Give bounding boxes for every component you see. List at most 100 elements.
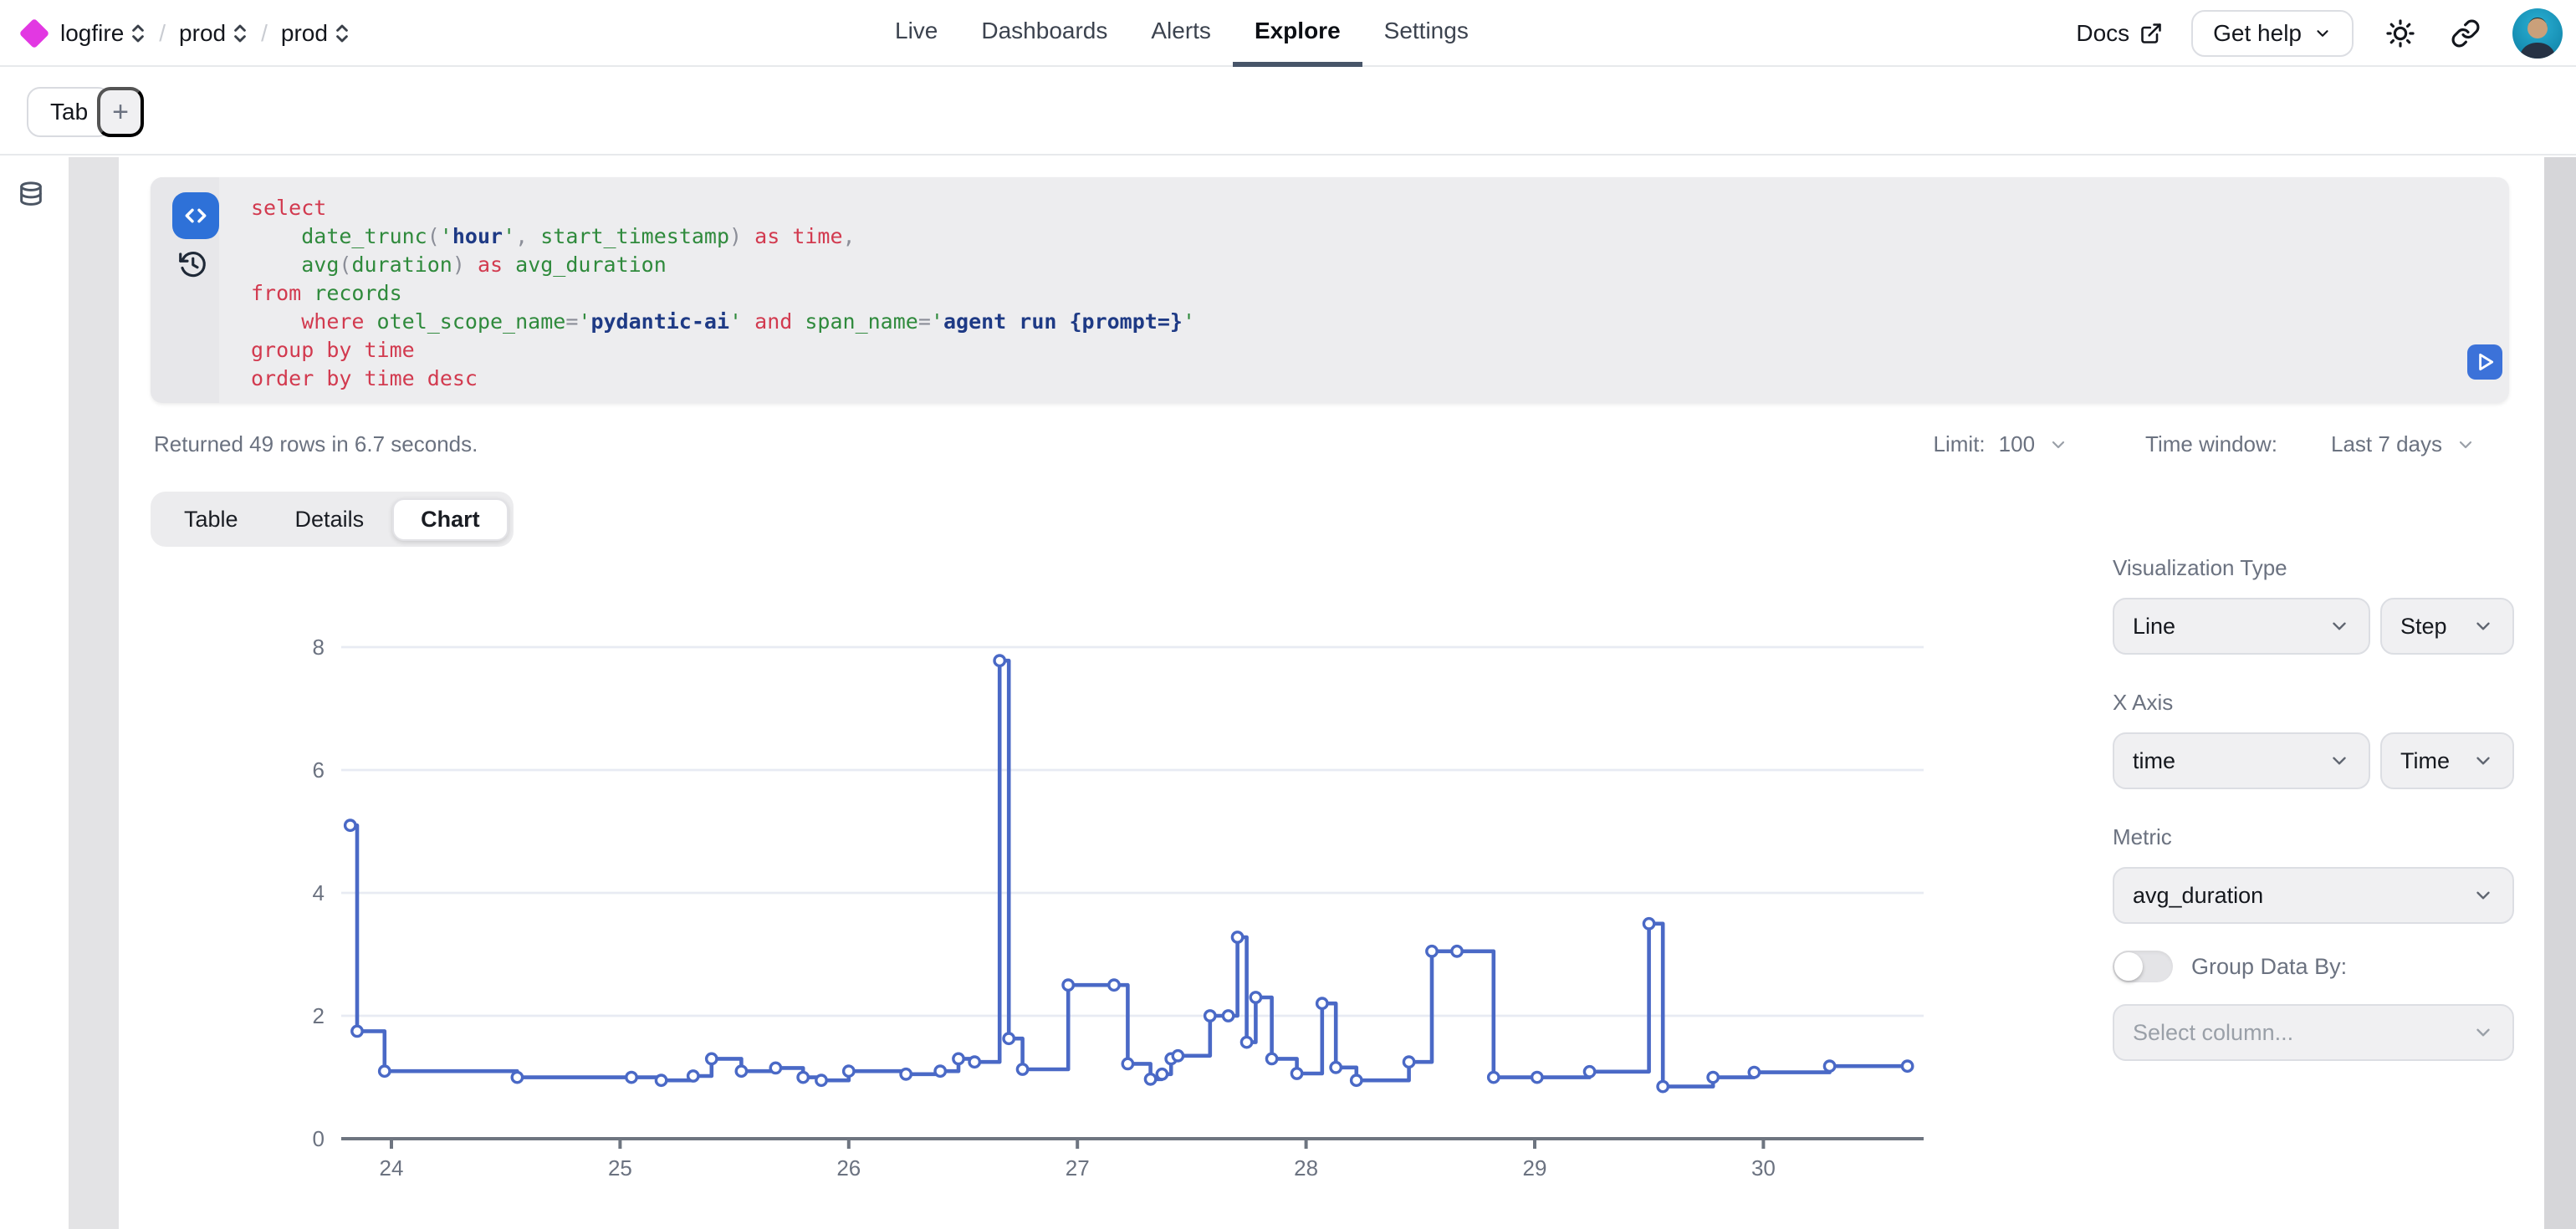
topbar-actions: Docs Get help <box>2076 0 2563 67</box>
chevron-down-icon <box>2476 1028 2490 1037</box>
group-by-toggle[interactable] <box>2113 951 2173 982</box>
chart-data-point <box>343 818 357 833</box>
database-icon <box>20 181 42 206</box>
sql-line: group by time <box>251 338 415 362</box>
viz-style-value: Step <box>2400 613 2447 639</box>
breadcrumb-label: prod <box>280 20 328 46</box>
chart-data-point <box>1706 1070 1720 1084</box>
nav-item-live[interactable]: Live <box>895 18 938 43</box>
limit-select[interactable]: Limit: 100 <box>1934 431 2069 457</box>
group-by-placeholder: Select column... <box>2133 1019 2294 1045</box>
chart-data-point <box>1143 1072 1158 1086</box>
y-tick-label-6: 6 <box>313 757 325 783</box>
nav-item-alerts[interactable]: Alerts <box>1151 18 1211 43</box>
chart-data-point <box>1171 1048 1185 1063</box>
docs-link[interactable]: Docs <box>2076 20 2163 47</box>
view-tabs: Table Details Chart <box>151 492 514 547</box>
chart-data-point <box>1230 931 1245 944</box>
y-tick-label-0: 0 <box>313 1126 325 1151</box>
group-by-column-select[interactable]: Select column... <box>2113 1004 2514 1061</box>
share-link-button[interactable] <box>2447 15 2484 52</box>
play-icon <box>2479 353 2494 371</box>
up-down-chevrons-icon <box>336 24 348 43</box>
chart-data-point <box>704 1052 718 1066</box>
view-tab-chart[interactable]: Chart <box>392 497 509 541</box>
time-window-select[interactable]: Time window: Last 7 days <box>2145 431 2476 457</box>
x-axis-column-select[interactable]: time <box>2113 732 2370 789</box>
query-options: Limit: 100 Time window: Last 7 days <box>1934 431 2476 457</box>
breadcrumb-label: prod <box>179 20 227 46</box>
metric-value: avg_duration <box>2133 882 2264 908</box>
sql-query-text[interactable]: select date_trunc('hour', start_timestam… <box>251 194 1195 393</box>
chevron-down-icon <box>2476 757 2490 765</box>
panel-divider[interactable] <box>69 157 119 1229</box>
chart-data-point <box>841 1064 856 1079</box>
user-avatar[interactable] <box>2512 8 2563 59</box>
add-tab-button[interactable]: + <box>97 87 144 137</box>
sql-line: from records <box>251 281 402 305</box>
chart-data-point <box>1239 1035 1254 1049</box>
breadcrumb-item-prod-1[interactable]: prod <box>179 20 248 47</box>
schema-browser-toggle[interactable] <box>17 181 45 209</box>
run-query-button[interactable] <box>2467 344 2502 380</box>
nav-item-settings[interactable]: Settings <box>1383 18 1469 43</box>
chart-data-point <box>350 1024 364 1038</box>
query-tabs-bar: Tab + <box>0 69 2576 156</box>
get-help-button[interactable]: Get help <box>2191 10 2354 57</box>
chart-data-point <box>1329 1060 1343 1074</box>
metric-select[interactable]: avg_duration <box>2113 867 2514 924</box>
chart-data-point <box>1486 1070 1500 1084</box>
breadcrumb-separator: / <box>261 20 268 46</box>
avatar-photo <box>2512 8 2563 59</box>
y-tick-label-2: 2 <box>313 1003 325 1028</box>
logfire-logo-icon[interactable] <box>18 18 50 49</box>
chart-data-point <box>1221 1009 1235 1022</box>
x-axis-kind-select[interactable]: Time <box>2380 732 2514 789</box>
sql-line: select <box>251 196 327 220</box>
theme-toggle-button[interactable] <box>2382 15 2419 52</box>
metric-label: Metric <box>2113 824 2172 849</box>
chart-data-point <box>625 1070 638 1084</box>
chart-data-point <box>899 1067 913 1081</box>
chart-data-point <box>1315 997 1329 1011</box>
chart-data-point <box>993 654 1007 668</box>
view-tab-table[interactable]: Table <box>184 506 238 532</box>
chart-area: 0 2 4 6 8 24 25 26 27 28 29 30 <box>151 604 2024 1189</box>
breadcrumb-item-prod-2[interactable]: prod <box>281 20 350 47</box>
nav-item-dashboards[interactable]: Dashboards <box>981 18 1108 43</box>
page-scrollbar[interactable] <box>2544 157 2576 1229</box>
chart-data-point <box>796 1070 810 1084</box>
x-axis-value: time <box>2133 747 2176 773</box>
up-down-chevrons-icon <box>132 24 145 43</box>
chart-data-point <box>1249 991 1263 1004</box>
sql-editor[interactable]: select date_trunc('hour', start_timestam… <box>151 177 2509 403</box>
chart-data-point <box>1002 1032 1016 1046</box>
viz-type-label: Visualization Type <box>2113 555 2287 580</box>
chart-data-point <box>1822 1059 1837 1073</box>
breadcrumb-item-logfire-0[interactable]: logfire <box>60 20 146 47</box>
x-tick-label-30: 30 <box>1751 1155 1776 1181</box>
query-history-button[interactable] <box>177 249 214 286</box>
y-tick-label-8: 8 <box>313 635 325 660</box>
view-tab-details[interactable]: Details <box>294 506 365 532</box>
chevron-down-icon <box>2476 891 2490 900</box>
viz-type-select[interactable]: Line <box>2113 598 2370 655</box>
docs-label: Docs <box>2076 20 2130 46</box>
chevron-down-icon <box>2333 622 2346 630</box>
chart-data-point <box>1450 944 1464 958</box>
chart-data-point <box>968 1055 982 1069</box>
x-tick-label-24: 24 <box>380 1155 404 1181</box>
nav-item-explore[interactable]: Explore <box>1232 0 1362 67</box>
up-down-chevrons-icon <box>234 24 246 43</box>
toggle-knob <box>2114 952 2143 981</box>
chart-data-point <box>1155 1067 1169 1081</box>
sql-line: avg(duration) as avg_duration <box>301 252 667 277</box>
chart-series-line <box>350 658 1908 1089</box>
sql-line: date_trunc('hour', start_timestamp) as t… <box>301 224 856 248</box>
viz-style-select[interactable]: Step <box>2380 598 2514 655</box>
chart-data-point <box>1349 1073 1363 1088</box>
chart-data-point <box>734 1064 749 1079</box>
code-mode-button[interactable] <box>172 192 219 239</box>
chart-data-point <box>1061 978 1076 992</box>
